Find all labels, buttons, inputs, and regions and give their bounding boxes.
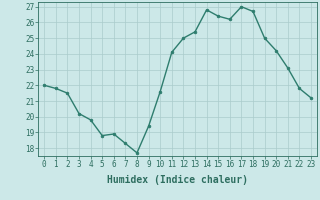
X-axis label: Humidex (Indice chaleur): Humidex (Indice chaleur) (107, 175, 248, 185)
